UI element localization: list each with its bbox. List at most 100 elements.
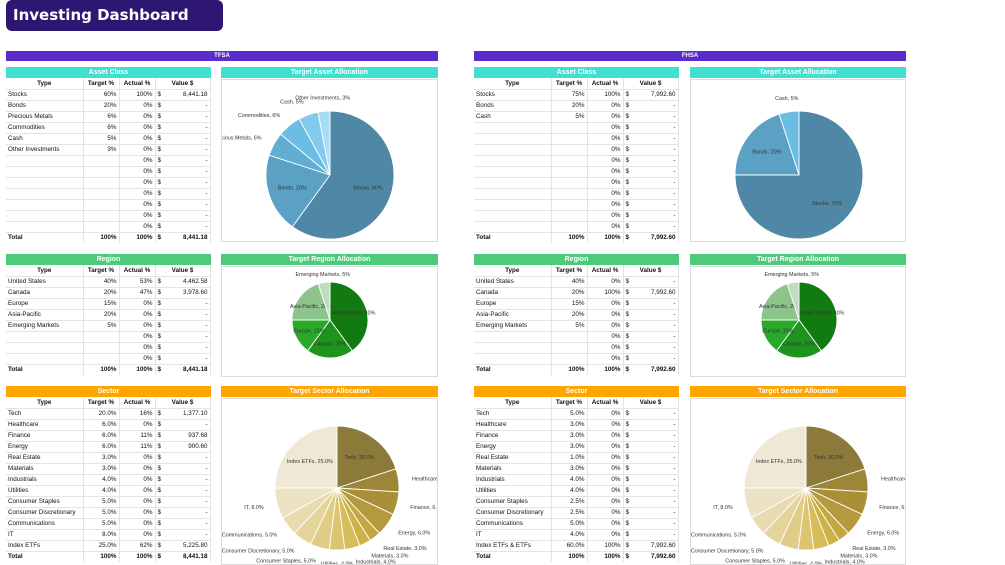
data-label: Consumer Discretionary, 5.0% bbox=[222, 549, 295, 555]
table-row: 0% $ - bbox=[474, 133, 679, 145]
value-cell: - bbox=[165, 122, 211, 134]
value-cell: - bbox=[633, 507, 679, 519]
target-percent-cell bbox=[551, 221, 588, 233]
table-row: 0% $ - bbox=[6, 342, 211, 354]
data-label: Canada, 20% bbox=[314, 342, 347, 348]
pie-svg: Stocks, 75% Bonds, 20% Cash, 5% bbox=[734, 96, 864, 240]
column-header: Value $ bbox=[623, 265, 679, 277]
data-label: Tech, 20.0% bbox=[345, 455, 375, 461]
table-row: Industrials 4.0% 0% $ - bbox=[6, 474, 211, 486]
pie-svg: United States, 40% Canada, 20% Europe, 15%… bbox=[290, 272, 376, 359]
value-cell: - bbox=[165, 133, 211, 145]
table-row: Canada 20% 47% $3,978.60 bbox=[6, 287, 211, 299]
type-cell bbox=[6, 155, 84, 167]
data-label: Healthcare, 6.0% bbox=[412, 477, 437, 483]
total-row: Total 100% 100% $8,441.18 bbox=[6, 550, 211, 562]
table-row: Tech 5.0% 0% $ - bbox=[474, 408, 679, 420]
currency-symbol: $ bbox=[623, 452, 633, 464]
actual-percent-cell: 0% bbox=[587, 177, 624, 189]
type-cell bbox=[6, 353, 84, 365]
actual-percent-cell: 11% bbox=[119, 430, 156, 442]
type-cell: Healthcare bbox=[6, 419, 84, 431]
currency-symbol: $ bbox=[155, 166, 165, 178]
table-row: 0% $ - bbox=[6, 177, 211, 189]
value-cell: - bbox=[633, 485, 679, 497]
pie-slice-canada bbox=[307, 319, 353, 359]
actual-percent-cell: 62% bbox=[119, 540, 156, 552]
currency-symbol: $ bbox=[623, 133, 633, 145]
type-cell: Materials bbox=[6, 463, 84, 475]
pie-slice-asia-pacific bbox=[291, 283, 331, 321]
actual-percent-cell: 0% bbox=[587, 276, 624, 288]
currency-symbol: $ bbox=[623, 221, 633, 233]
table-row: Europe 15% 0% $ - bbox=[6, 298, 211, 310]
actual-percent-cell: 0% bbox=[119, 298, 156, 310]
currency-symbol: $ bbox=[623, 518, 633, 530]
currency-symbol: $ bbox=[155, 298, 165, 310]
asset-class-table-fhsa: Type Target % Actual % Value $ Stocks 75% 100%… bbox=[474, 78, 679, 243]
table-row: Index ETFs & ETFs 60.0% 100% $7,992.60 bbox=[474, 540, 679, 552]
actual-percent-cell: 100% bbox=[119, 363, 156, 375]
currency-symbol: $ bbox=[155, 133, 165, 145]
target-percent-cell bbox=[551, 177, 588, 189]
data-label: Communications, 5.0% bbox=[691, 532, 746, 538]
type-cell: Other Investments bbox=[6, 144, 84, 156]
type-cell bbox=[474, 342, 552, 354]
target-percent-cell bbox=[83, 221, 120, 233]
target-percent-cell: 6.0% bbox=[83, 441, 120, 453]
data-label: Consumer Staples, 5.0% bbox=[725, 559, 785, 564]
actual-percent-cell: 0% bbox=[587, 353, 624, 365]
sector-header-tfsa: Sector bbox=[6, 386, 211, 397]
table-row: Cash 5% 0% $ - bbox=[6, 133, 211, 145]
currency-symbol: $ bbox=[623, 210, 633, 222]
target-percent-cell: 5.0% bbox=[551, 518, 588, 530]
value-cell: - bbox=[633, 419, 679, 431]
actual-percent-cell: 0% bbox=[119, 177, 156, 189]
currency-symbol: $ bbox=[623, 287, 633, 299]
currency-symbol: $ bbox=[155, 199, 165, 211]
type-cell bbox=[474, 188, 552, 200]
data-label: Bonds, 20% bbox=[752, 150, 781, 156]
value-cell: - bbox=[165, 507, 211, 519]
table-row: United States 40% 0% $ - bbox=[474, 276, 679, 288]
target-percent-cell: 5% bbox=[551, 320, 588, 332]
value-cell: - bbox=[165, 419, 211, 431]
value-cell: - bbox=[165, 221, 211, 233]
column-header: Actual % bbox=[119, 78, 156, 90]
table-row: United States 40% 53% $4,462.58 bbox=[6, 276, 211, 288]
data-label: Healthcare, 6.0% bbox=[881, 477, 905, 483]
table-row: 0% $ - bbox=[6, 353, 211, 365]
currency-symbol: $ bbox=[155, 540, 165, 552]
type-cell bbox=[474, 353, 552, 365]
currency-symbol: $ bbox=[623, 199, 633, 211]
value-cell: - bbox=[633, 144, 679, 156]
value-cell: - bbox=[633, 496, 679, 508]
pie-svg: Tech, 20.0% Healthcare, 6.0% Finance, 6.0%… bbox=[691, 425, 905, 564]
actual-percent-cell: 0% bbox=[587, 188, 624, 200]
currency-symbol: $ bbox=[623, 363, 633, 375]
currency-symbol: $ bbox=[623, 485, 633, 497]
value-cell: - bbox=[165, 309, 211, 321]
type-cell: Total bbox=[474, 231, 552, 243]
column-header: Target % bbox=[83, 78, 120, 90]
actual-percent-cell: 0% bbox=[587, 155, 624, 167]
target-percent-cell bbox=[551, 342, 588, 354]
target-percent-cell: 3.0% bbox=[551, 419, 588, 431]
pie-slice-canada bbox=[776, 319, 822, 359]
target-percent-cell: 3.0% bbox=[551, 441, 588, 453]
actual-percent-cell: 0% bbox=[587, 320, 624, 332]
value-cell: 8,441.18 bbox=[165, 363, 211, 375]
target-percent-cell: 4.0% bbox=[83, 474, 120, 486]
value-cell: - bbox=[633, 188, 679, 200]
currency-symbol: $ bbox=[623, 496, 633, 508]
actual-percent-cell: 47% bbox=[119, 287, 156, 299]
value-cell: 8,441.18 bbox=[165, 89, 211, 101]
table-row: Communications 5.0% 0% $ - bbox=[6, 518, 211, 530]
currency-symbol: $ bbox=[155, 496, 165, 508]
pie-slice-other-investments bbox=[317, 110, 331, 176]
table-header-row: Type Target % Actual % Value $ bbox=[6, 397, 211, 409]
currency-symbol: $ bbox=[155, 452, 165, 464]
type-cell: Utilities bbox=[474, 485, 552, 497]
target-percent-cell bbox=[551, 166, 588, 178]
value-cell: 7,992.60 bbox=[633, 231, 679, 243]
